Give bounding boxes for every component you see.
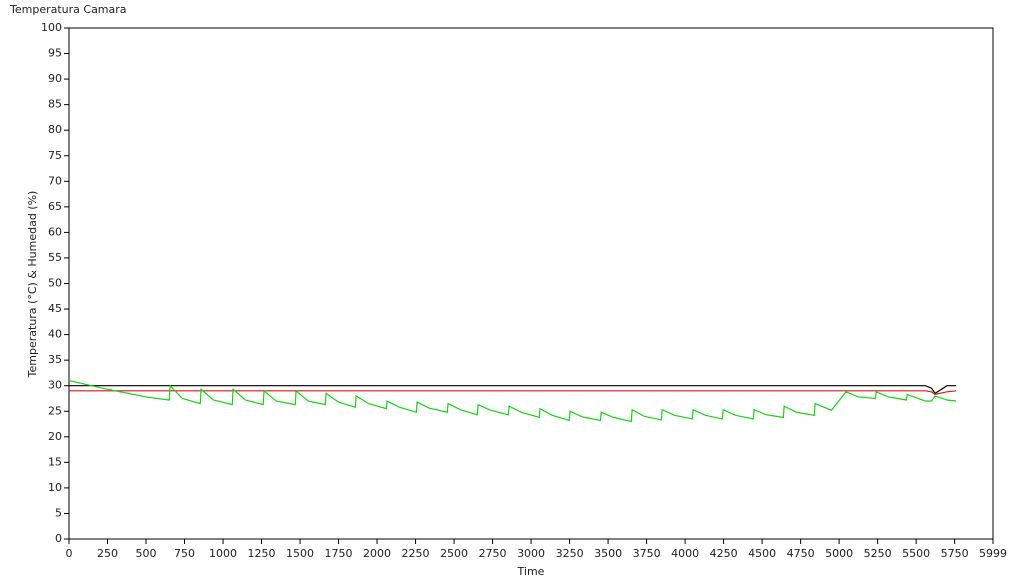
y-tick-label: 70: [48, 174, 62, 187]
series-line: [69, 385, 957, 395]
y-tick-label: 95: [48, 47, 62, 60]
plot-area: [68, 27, 994, 540]
x-tick-label: 4500: [748, 547, 776, 560]
x-tick-label: 2000: [363, 547, 391, 560]
x-tick-label: 3750: [633, 547, 661, 560]
y-tick-label: 35: [48, 353, 62, 366]
y-tick-label: 45: [48, 302, 62, 315]
y-tick-label: 65: [48, 200, 62, 213]
x-tick-label: 250: [97, 547, 118, 560]
y-tick-label: 30: [48, 379, 62, 392]
x-tick-label: 3500: [594, 547, 622, 560]
x-tick-label: 500: [136, 547, 157, 560]
x-tick-label: 5500: [902, 547, 930, 560]
y-tick-label: 40: [48, 328, 62, 341]
y-tick-label: 85: [48, 98, 62, 111]
x-tick-label: 1750: [325, 547, 353, 560]
x-tick-label: 4000: [671, 547, 699, 560]
x-tick-label: 5250: [864, 547, 892, 560]
y-axis-label: Temperatura (°C) & Humedad (%): [26, 191, 39, 379]
x-tick-label: 2750: [479, 547, 507, 560]
x-tick-label: 5000: [825, 547, 853, 560]
x-tick-label: 5999: [979, 547, 1007, 560]
x-tick-label: 3000: [517, 547, 545, 560]
x-axis-label: Time: [517, 565, 545, 578]
y-tick-label: 55: [48, 251, 62, 264]
chart-title: Temperatura Camara: [9, 3, 127, 16]
y-tick-label: 75: [48, 149, 62, 162]
y-tick-label: 50: [48, 277, 62, 290]
y-tick-label: 80: [48, 123, 62, 136]
x-tick-label: 1500: [286, 547, 314, 560]
y-tick-label: 20: [48, 430, 62, 443]
y-tick-label: 10: [48, 481, 62, 494]
series-line: [69, 390, 957, 396]
x-tick-label: 0: [66, 547, 73, 560]
y-tick-label: 60: [48, 225, 62, 238]
y-tick-label: 15: [48, 455, 62, 468]
y-tick-label: 100: [41, 21, 62, 34]
x-tick-label: 750: [174, 547, 195, 560]
y-tick-label: 90: [48, 72, 62, 85]
x-tick-label: 4250: [710, 547, 738, 560]
x-tick-label: 3250: [556, 547, 584, 560]
y-tick-label: 5: [55, 506, 62, 519]
x-tick-label: 2250: [402, 547, 430, 560]
x-tick-label: 4750: [787, 547, 815, 560]
series-line: [68, 380, 957, 423]
x-tick-label: 1000: [209, 547, 237, 560]
x-tick-label: 1250: [248, 547, 276, 560]
x-tick-label: 5750: [941, 547, 969, 560]
y-tick-label: 25: [48, 404, 62, 417]
y-tick-label: 0: [55, 532, 62, 545]
x-tick-label: 2500: [440, 547, 468, 560]
